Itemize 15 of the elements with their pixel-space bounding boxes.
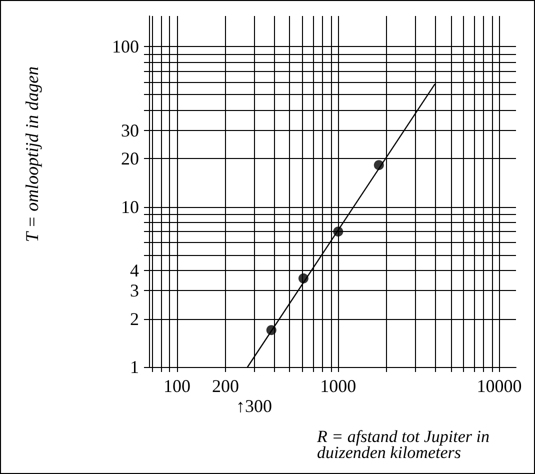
y-tick-label: 4 [130,260,139,281]
text: ↑300 [236,396,272,416]
y-axis-title: T = omlooptijd in dagen [22,66,42,242]
x-tick-label: 1000 [320,376,356,396]
y-tick-label: 100 [112,36,139,56]
y-tick-label: 20 [121,148,139,169]
x-tick-label: 100 [164,376,191,396]
x-tick-label: 10000 [476,376,522,396]
x-tick-label: 200 [212,376,240,396]
y-tick-label: 30 [121,120,139,140]
y-tick-label: 1 [130,357,139,377]
y-tick-label: 2 [130,308,139,329]
y-tick-label: 10 [121,196,139,217]
x-axis-title: R = afstand tot Jupiter in duizenden kilometers [316,427,494,462]
y-tick-label: 3 [130,280,139,301]
